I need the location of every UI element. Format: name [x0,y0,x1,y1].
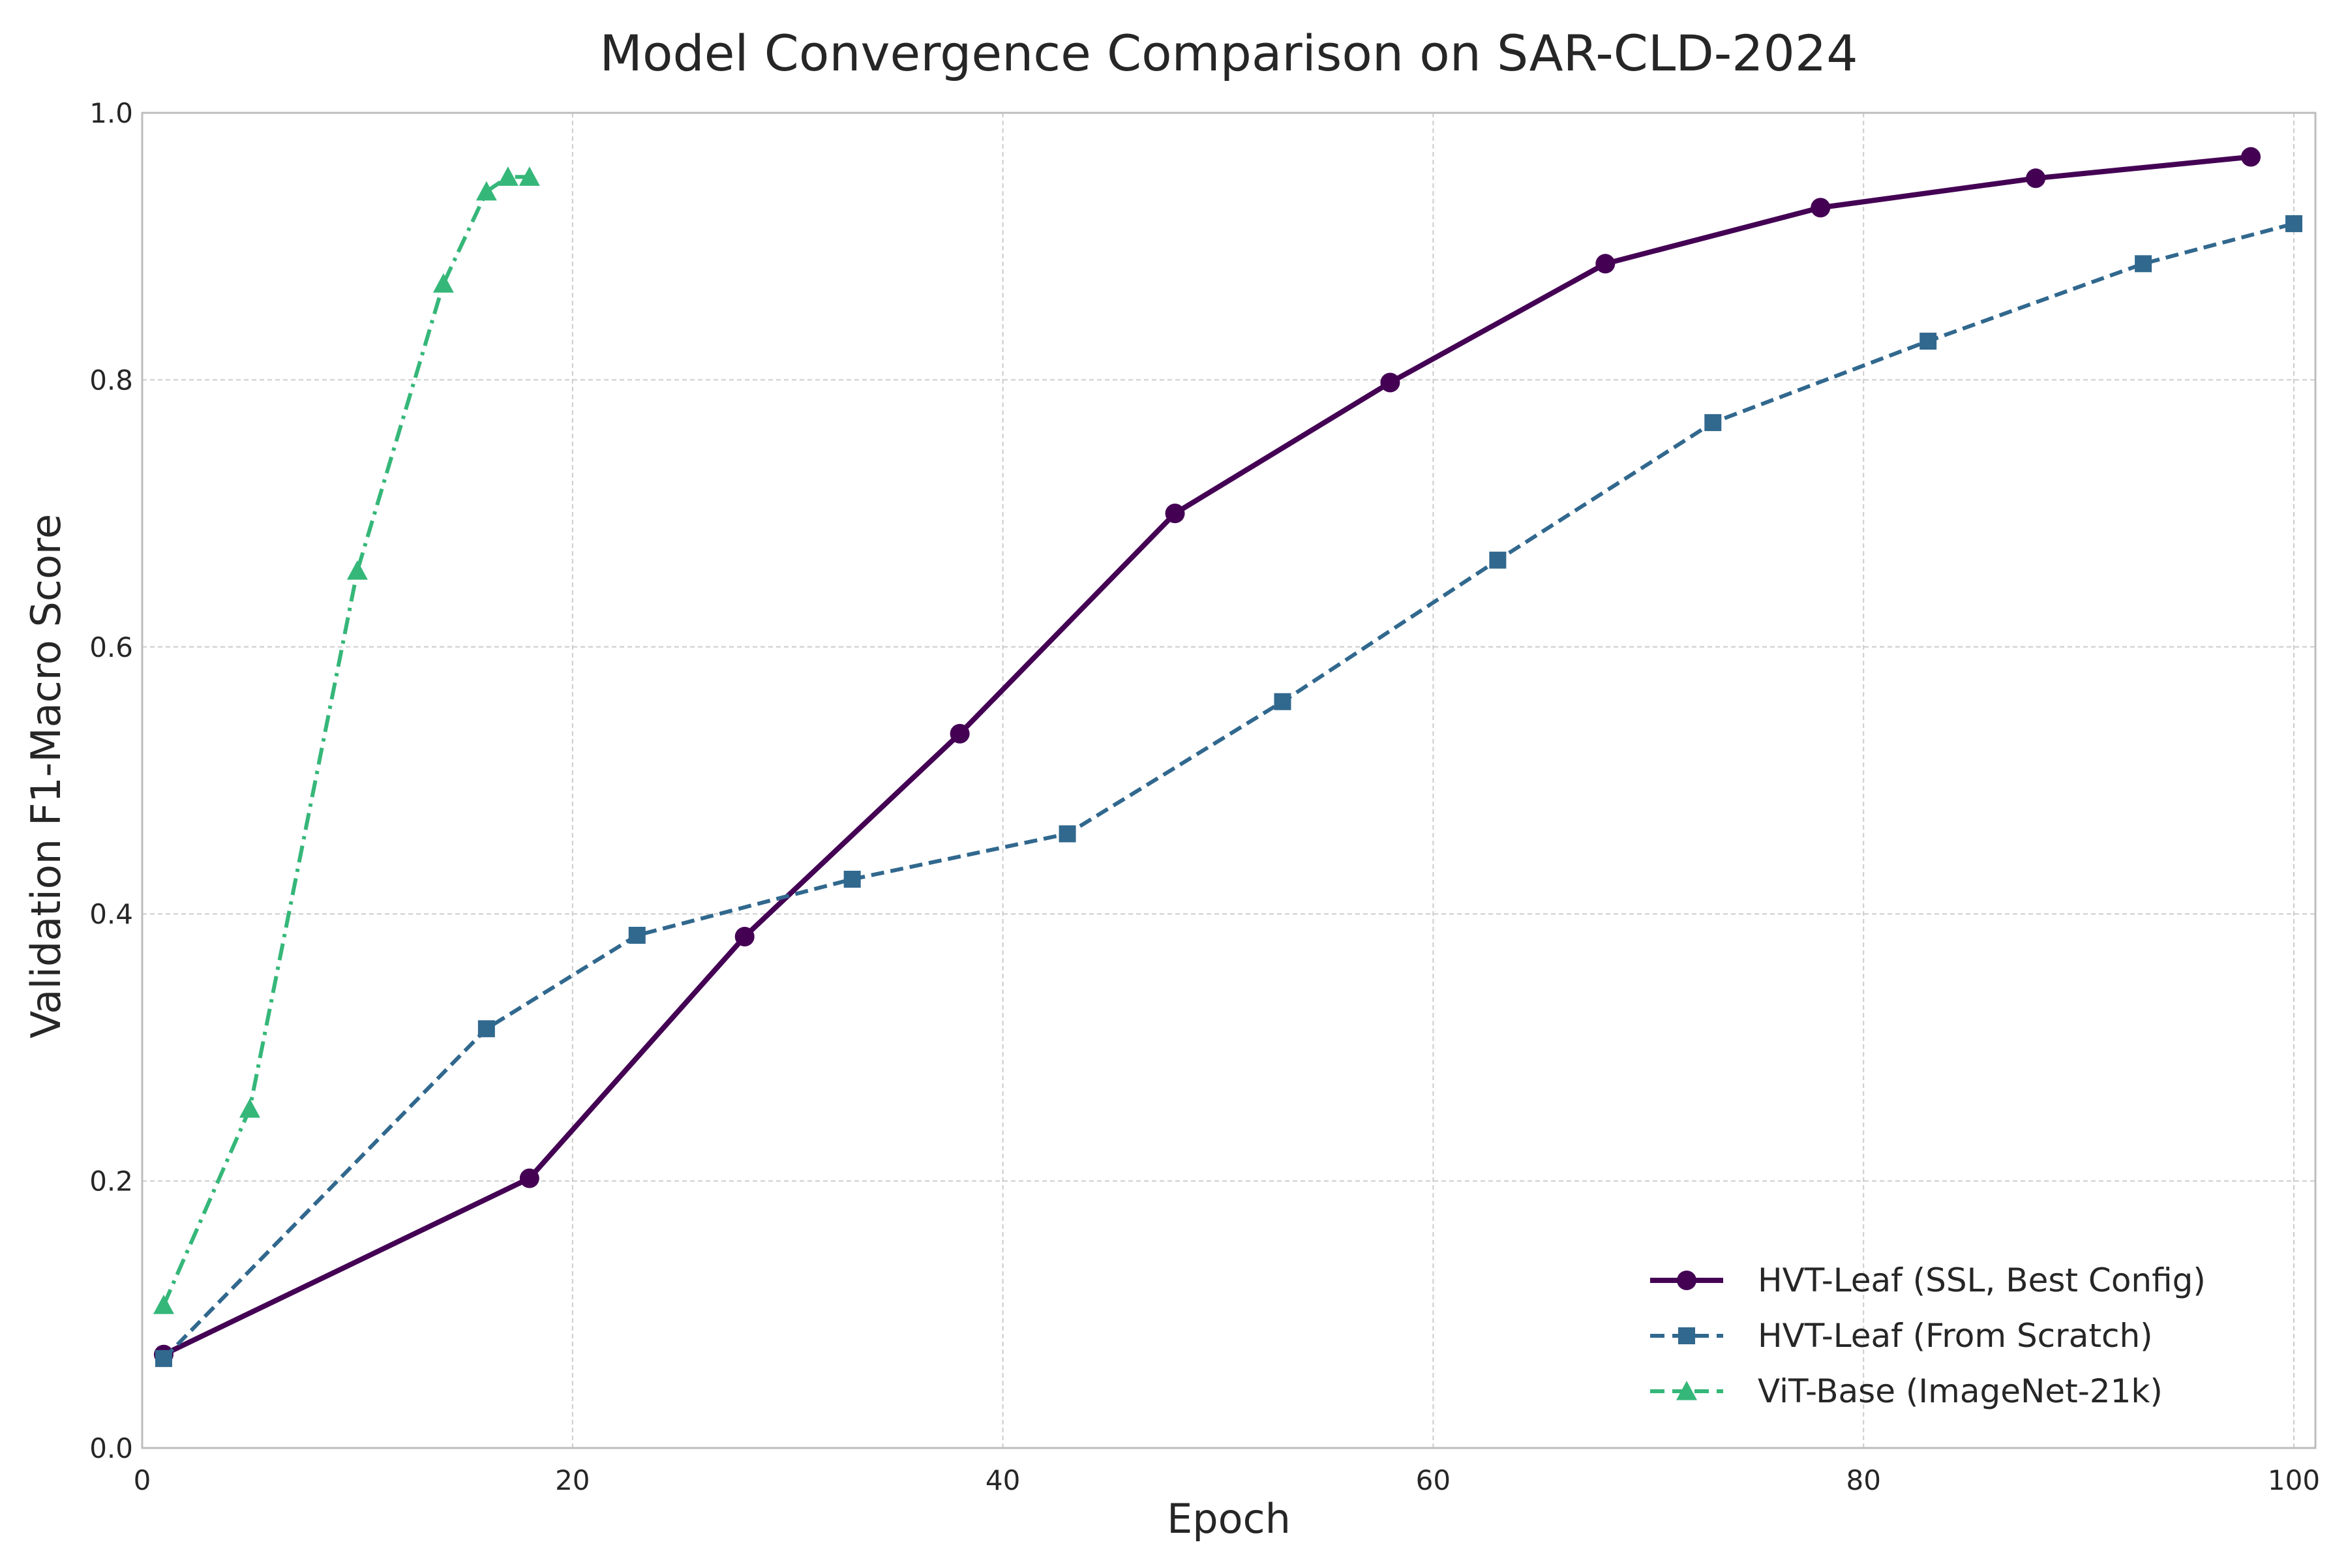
series-group [155,215,2303,1367]
legend: HVT-Leaf (SSL, Best Config) HVT-Leaf (Fro… [1650,1261,2206,1410]
series-line [162,154,2251,1357]
x-tick-label: 0 [134,1464,151,1496]
data-point-triangle [432,273,454,293]
tick-layer: 0 20 40 60 80 100 0.0 0.2 0.4 0.6 0.8 1.0 [89,97,2320,1496]
x-tick-label: 60 [1416,1464,1451,1496]
legend-label: ViT-Base (ImageNet-21k) [1758,1372,2163,1410]
data-point-triangle [239,1098,260,1118]
data-point-circle [1380,372,1400,393]
data-point-circle [2241,147,2261,167]
y-tick-label: 0.8 [89,364,133,396]
data-point-triangle [475,181,497,201]
series-group [153,166,540,1314]
series-layer [153,147,2303,1367]
y-axis-label: Validation F1-Macro Score [22,514,70,1038]
data-point-circle [1595,254,1616,274]
series-group [153,147,2261,1364]
data-point-square [1704,414,1722,431]
data-point-square [1489,551,1507,569]
data-point-square [155,1349,172,1367]
legend-label: HVT-Leaf (SSL, Best Config) [1758,1261,2206,1299]
data-point-square [477,1020,495,1038]
data-point-square [1919,333,1937,350]
y-tick-label: 0.2 [89,1166,133,1198]
data-point-square [843,870,861,888]
data-point-triangle [497,166,519,186]
data-point-square [2285,215,2303,232]
data-point-circle [2026,168,2046,188]
data-point-circle [1677,1271,1696,1290]
data-point-triangle [346,560,368,580]
x-tick-label: 80 [1846,1464,1880,1496]
y-tick-label: 0.0 [89,1432,133,1464]
plot-frame [141,112,2317,1449]
data-point-square [2135,255,2152,273]
x-tick-label: 100 [2268,1464,2320,1496]
y-tick-label: 0.6 [89,631,133,663]
data-point-square [1059,825,1076,843]
data-point-triangle [519,166,540,186]
data-point-circle [1165,504,1185,524]
x-tick-label: 20 [555,1464,590,1496]
data-point-triangle [153,1294,174,1314]
x-axis-label: Epoch [1167,1495,1291,1543]
data-point-square [1274,693,1291,710]
chart-title: Model Convergence Comparison on SAR-CLD-… [599,24,1858,82]
data-point-circle [734,926,755,946]
data-point-circle [519,1168,539,1188]
y-tick-label: 1.0 [89,97,133,129]
data-point-triangle [1676,1381,1697,1400]
data-point-square [628,926,646,944]
data-point-circle [950,723,970,744]
y-tick-label: 0.4 [89,898,133,930]
legend-label: HVT-Leaf (From Scratch) [1758,1317,2153,1355]
x-tick-label: 40 [986,1464,1020,1496]
data-point-square [1678,1327,1695,1344]
data-point-circle [1811,198,1831,218]
